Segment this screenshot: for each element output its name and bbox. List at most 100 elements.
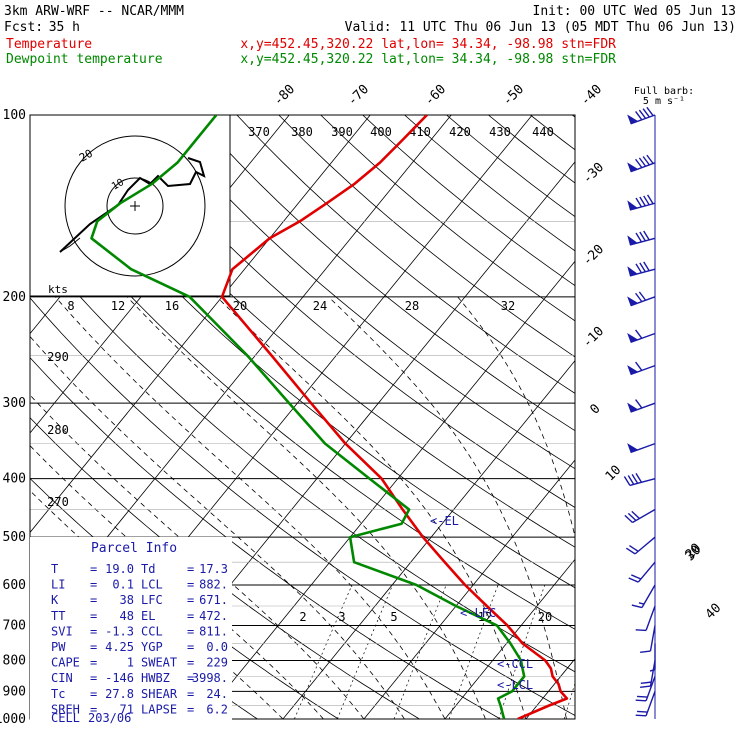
wind-barb-staff-650	[645, 605, 656, 631]
isotherm-label-30: 30	[683, 543, 705, 565]
theta-label-380: 380	[291, 125, 313, 139]
wind-barb-350	[627, 442, 656, 454]
parcel-row-9-value1: 71	[120, 702, 134, 716]
mixing-ratio-line-2	[294, 584, 353, 719]
parcel-row-8-label1: Tc	[51, 687, 65, 701]
wind-barb-full	[635, 699, 647, 702]
parcel-info-title: Parcel Info	[91, 541, 177, 556]
theta-label-370: 370	[248, 125, 270, 139]
parcel-row-1-eq1: =	[90, 578, 97, 592]
theta-label-270: 270	[47, 495, 69, 509]
theta-label-400: 400	[370, 125, 392, 139]
hodograph-speed-12: 12	[111, 299, 125, 313]
hodograph-kts-label: kts	[48, 283, 68, 296]
parcel-row-0-value2: 17.3	[199, 562, 228, 576]
wind-barb-staff-400	[629, 477, 656, 487]
parcel-row-1-label2: LCL	[141, 578, 163, 592]
wind-barb-pennant	[627, 443, 639, 453]
pressure-label-800: 800	[3, 653, 26, 668]
parcel-row-3-label2: EL	[141, 609, 155, 623]
pressure-label-500: 500	[3, 530, 26, 545]
parcel-info-panel: Parcel Info T = 19.0 Td = 17.3 LI = 0.1 LCL = 882. K…	[30, 537, 232, 725]
isotherm-30	[607, 115, 740, 719]
wind-barb-400	[623, 473, 656, 487]
mixing-ratio-label-20: 20	[538, 610, 552, 624]
parcel-row-4-eq2: =	[187, 624, 194, 638]
wind-barbs	[623, 106, 656, 717]
parcel-row-8-value1: 27.8	[105, 687, 134, 701]
parcel-row-9-value2: 6.2	[206, 702, 228, 716]
wind-barb-staff-100	[630, 114, 656, 125]
sounding-traces	[90, 115, 569, 719]
parcel-row-5-eq2: =	[187, 640, 194, 654]
parcel-row-3-value2: 472.	[199, 609, 228, 623]
wind-barb-140	[627, 194, 656, 211]
temperature-legend-info: x,y=452.45,320.22 lat,lon= 34.34, -98.98…	[240, 37, 616, 52]
wind-barb-full	[635, 292, 643, 303]
parcel-row-1-value2: 882.	[199, 578, 228, 592]
dewpoint-legend-label: Dewpoint temperature	[6, 52, 163, 67]
wind-barb-full	[646, 194, 654, 205]
parcel-row-7-value1: -146	[105, 671, 134, 685]
wind-barb-pennant	[627, 365, 639, 375]
wind-barb-staff-500	[634, 536, 656, 555]
hodograph-ring-label-20: 20	[77, 147, 95, 165]
theta-label-280: 280	[47, 423, 69, 437]
parcel-row-2-label2: LFC	[141, 593, 163, 607]
parcel-row-0-value1: 19.0	[105, 562, 134, 576]
parcel-row-7-label1: CIN	[51, 671, 73, 685]
wind-barb-200	[627, 291, 656, 307]
dewpoint-legend-info: x,y=452.45,320.22 lat,lon= 34.34, -98.98…	[240, 52, 616, 67]
parcel-cell-label: CELL	[51, 711, 80, 725]
wind-barb-full	[643, 195, 650, 206]
parcel-row-6-label1: CAPE	[51, 656, 80, 670]
pressure-label-100: 100	[3, 108, 26, 123]
mixing-ratio-line-5	[393, 584, 447, 719]
pressure-axis-labels: 100 200 300 400 500 600 700 800 900 1000	[0, 108, 26, 727]
model-title: 3km ARW-WRF -- NCAR/MMM	[4, 4, 184, 19]
wind-barb-full	[639, 196, 646, 207]
wind-barb-230	[627, 329, 656, 344]
wind-barb-full	[643, 261, 650, 272]
wind-barb-full	[629, 545, 639, 552]
wind-barb-full	[630, 574, 642, 580]
parcel-row-0-label1: T	[51, 562, 58, 576]
hodograph-ring-label-10: 10	[110, 177, 126, 193]
wind-barb-full	[635, 629, 647, 632]
parcel-row-5-value2: 0.0	[206, 640, 228, 654]
wind-barb-staff-800	[649, 660, 656, 687]
lcl-marker: <-LCL	[497, 678, 533, 692]
pressure-label-200: 200	[3, 290, 26, 305]
isotherm-40	[688, 115, 740, 719]
parcel-row-2-value2: 671.	[199, 593, 228, 607]
wind-barb-staff-450	[632, 508, 656, 524]
parcel-row-0-eq1: =	[90, 562, 97, 576]
barb-legend-line2: 5 m s⁻¹	[643, 96, 685, 107]
wind-barb-full	[646, 154, 654, 164]
isotherm-label--20: -20	[580, 242, 607, 269]
isotherm-label--40: -40	[578, 82, 605, 109]
wind-barb-full	[631, 604, 643, 609]
isotherm-0	[363, 459, 575, 719]
parcel-row-6-label2: SWEAT	[141, 656, 177, 670]
parcel-row-7-label2: HWBZ	[141, 671, 170, 685]
wind-barb-full	[623, 476, 631, 486]
wind-barb-staff-900	[645, 691, 656, 717]
fcst-value: 35 h	[49, 20, 80, 35]
wind-barb-half	[638, 602, 645, 605]
mixing-ratio-label-2: 2	[299, 610, 306, 624]
moist-adiabat-35	[578, 297, 647, 719]
dry-adiabat-430	[445, 115, 575, 218]
wind-barb-full	[638, 157, 647, 167]
temperature-trace	[220, 115, 569, 719]
parcel-info-rows: T = 19.0 Td = 17.3 LI = 0.1 LCL = 882. K = 38 LFC = 671. T…	[51, 562, 228, 716]
wind-barb-staff-140	[629, 202, 656, 211]
isotherm--10	[282, 360, 575, 719]
isotherm-10	[444, 558, 575, 719]
hodograph-speed-24: 24	[313, 299, 327, 313]
isotherm-label-10: 10	[603, 463, 625, 485]
wind-barb-full	[646, 106, 654, 117]
isotherm-label--30: -30	[580, 160, 607, 187]
wind-barb-staff-600	[641, 584, 656, 608]
wind-barb-staff-550	[637, 561, 656, 583]
